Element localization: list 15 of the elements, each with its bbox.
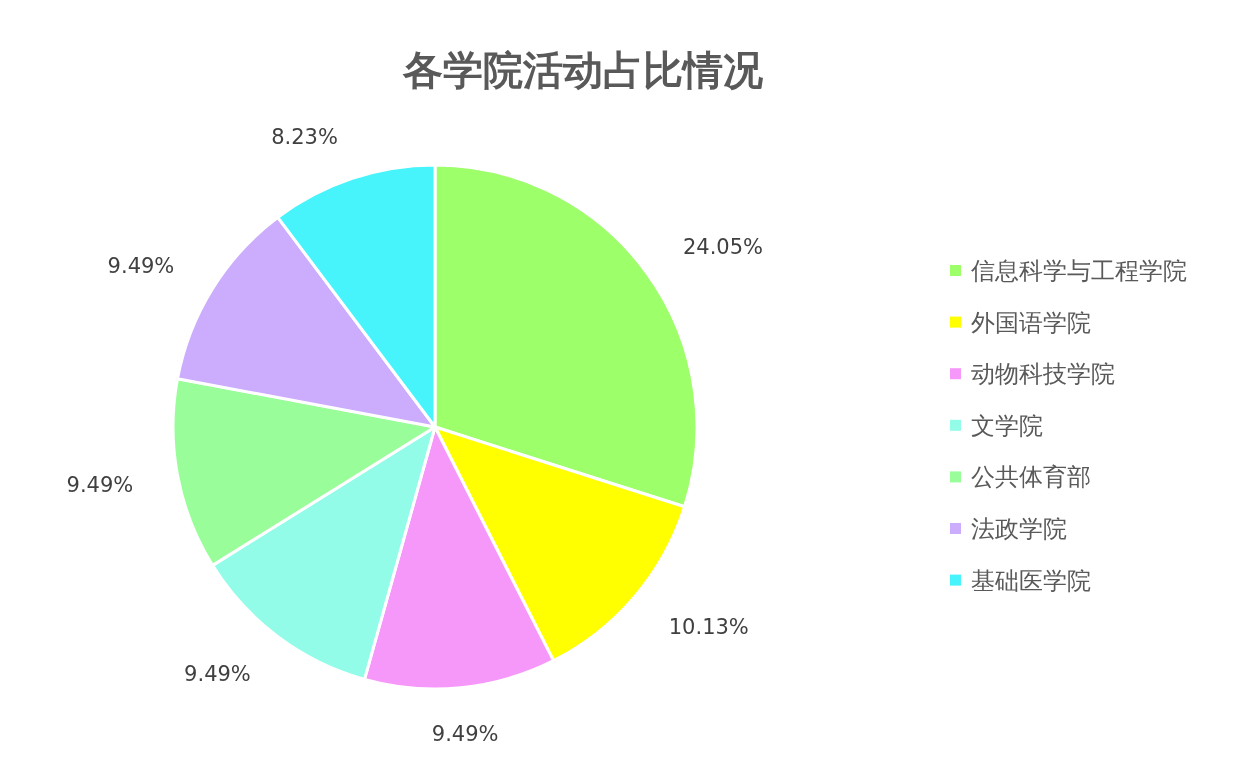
data-label: 9.49% [66, 472, 134, 497]
legend-label: 动物科技学院 [971, 360, 1115, 389]
legend-label: 信息科学与工程学院 [971, 257, 1187, 285]
legend-label: 法政学院 [971, 515, 1067, 543]
data-label: 9.49% [107, 253, 175, 278]
data-label: 9.49% [184, 661, 251, 686]
legend-label: 文学院 [971, 411, 1043, 440]
data-label: 8.23% [271, 124, 338, 149]
data-label: 10.13% [668, 615, 749, 640]
legend-label: 公共体育部 [971, 463, 1091, 492]
chart-title: 各学院活动占比情况 [402, 47, 763, 93]
data-label: 24.05% [682, 234, 764, 259]
legend-label: 外国语学院 [971, 308, 1091, 337]
data-label: 9.49% [431, 721, 499, 746]
legend-label: 基础医学院 [971, 566, 1091, 595]
